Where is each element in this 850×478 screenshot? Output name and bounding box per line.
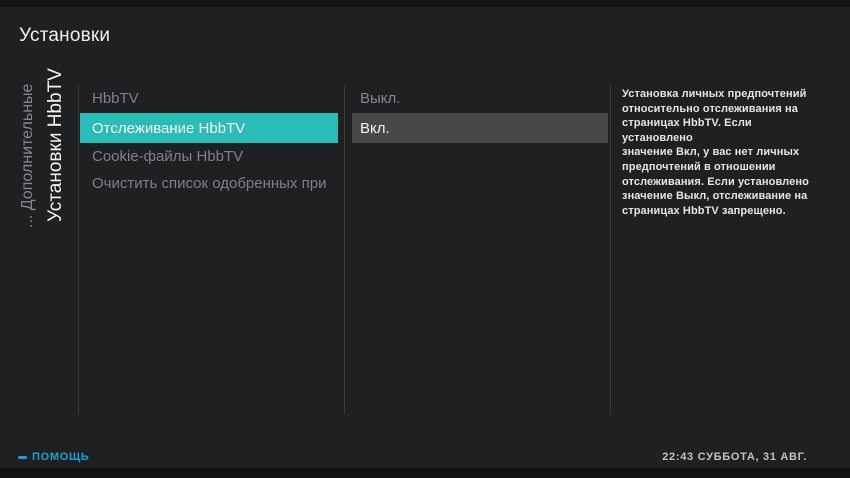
option-off[interactable]: Выкл.: [360, 89, 401, 107]
divider-values-description: [610, 85, 611, 414]
description-line: Установка личных предпочтений: [622, 88, 807, 100]
divider-sidebar: [78, 85, 79, 414]
remote-key-dash-icon: [18, 455, 27, 459]
description-line: значение Выкл, отслеживание на: [622, 190, 808, 203]
menu-item-hbbtv[interactable]: HbbTV: [92, 89, 139, 107]
help-label: ПОМОЩЬ: [32, 451, 90, 463]
description-line: страницах HbbTV. Если установлено: [622, 117, 752, 144]
hbbtv-settings-menu: HbbTV Отслеживание HbbTV Cookie-файлы Hb…: [80, 83, 338, 196]
description-line: предпочтений в отношении: [622, 160, 776, 173]
help-button[interactable]: ПОМОЩЬ: [18, 450, 90, 464]
description-line: значение Вкл, у вас нет личных: [622, 146, 800, 159]
divider-menu-values: [344, 85, 345, 414]
clock-status: 22:43 СУББОТА, 31 АВГ.: [662, 451, 807, 463]
description-line: страницах HbbTV запрещено.: [622, 204, 786, 217]
breadcrumb-current-hbbtv-settings[interactable]: Установки HbbTV: [45, 68, 66, 222]
description-line: относительно отслеживания на: [622, 102, 798, 115]
menu-item-hbbtv-tracking[interactable]: Отслеживание HbbTV: [80, 113, 338, 143]
letterbox-bottom: [0, 468, 850, 478]
menu-item-hbbtv-cookies[interactable]: Cookie-файлы HbbTV: [92, 148, 244, 165]
description-line: отслеживания. Если установлено: [622, 175, 809, 188]
tracking-value-options: Выкл. Вкл.: [352, 83, 608, 143]
menu-item-clear-approved-apps-list[interactable]: Очистить список одобренных при: [92, 174, 327, 192]
option-on[interactable]: Вкл.: [352, 113, 608, 143]
letterbox-top: [0, 0, 850, 7]
breadcrumb-parent-advanced[interactable]: ... Дополнительные: [19, 83, 36, 228]
page-title: Установки: [19, 25, 111, 46]
setting-description: Установка личных предпочтений относитель…: [622, 87, 817, 218]
